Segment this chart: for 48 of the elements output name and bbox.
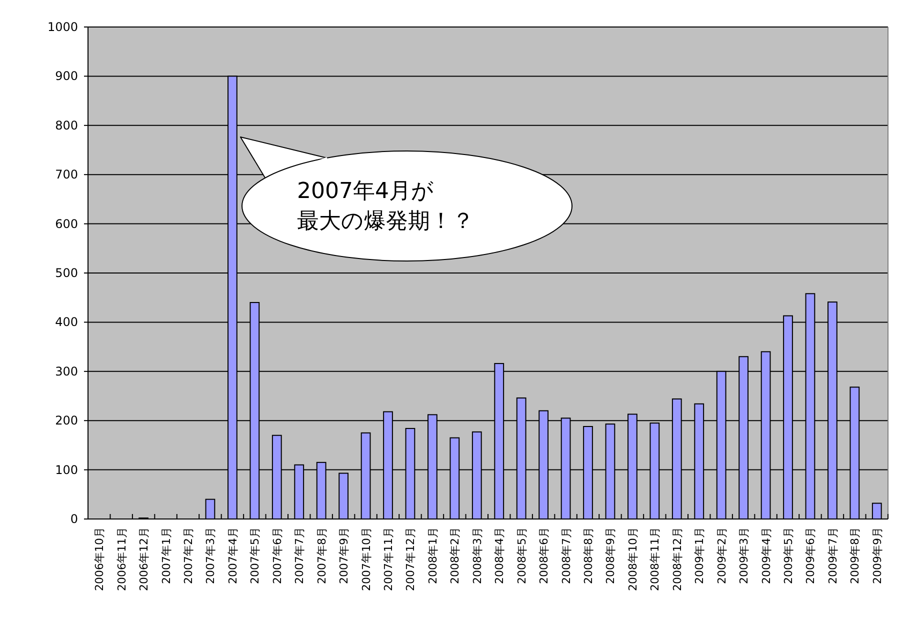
x-tick-label: 2009年8月	[848, 527, 862, 584]
x-tick-label: 2009年7月	[826, 527, 840, 584]
x-tick-label: 2009年1月	[693, 527, 706, 584]
y-tick-label: 200	[55, 414, 78, 428]
x-tick-label: 2009年5月	[782, 527, 795, 584]
y-tick-label: 900	[55, 69, 78, 84]
x-tick-label: 2007年1月	[160, 527, 173, 584]
annotation: 2007年4月が最大の爆発期！？	[297, 179, 474, 234]
x-tick-label: 2009年9月	[870, 527, 884, 584]
y-tick-label: 400	[55, 315, 78, 330]
x-tick-label: 2008年6月	[538, 527, 551, 584]
y-tick-label: 700	[55, 168, 78, 182]
y-tick-label: 600	[55, 216, 78, 231]
x-tick-label: 2008年9月	[604, 527, 618, 584]
y-tick-label: 0	[70, 512, 78, 526]
x-tick-label: 2008年8月	[582, 527, 595, 584]
x-tick-label: 2008年1月	[426, 527, 440, 584]
x-tick-label: 2007年10月	[360, 527, 373, 591]
x-tick-label: 2008年5月	[515, 527, 528, 584]
x-tick-label: 2009年2月	[715, 527, 728, 584]
y-tick-label: 500	[55, 266, 78, 280]
x-tick-label: 2006年12月	[138, 527, 151, 591]
x-tick-label: 2007年2月	[182, 527, 195, 584]
x-tick-label: 2009年3月	[738, 527, 751, 584]
x-tick-label: 2008年3月	[470, 527, 484, 584]
x-tick-label: 2007年3月	[204, 527, 218, 584]
x-tick-label: 2007年8月	[315, 527, 328, 584]
x-tick-label: 2006年10月	[93, 527, 106, 591]
x-tick-label: 2007年11月	[382, 527, 395, 591]
x-tick-label: 2007年9月	[338, 527, 351, 584]
x-tick-label: 2009年6月	[804, 527, 818, 584]
x-tick-label: 2007年7月	[293, 527, 306, 584]
x-tick-label: 2007年12月	[404, 527, 418, 591]
y-tick-label: 1000	[47, 20, 78, 34]
x-tick-label: 2007年6月	[270, 527, 284, 584]
x-tick-label: 2007年4月	[226, 527, 240, 584]
x-tick-label: 2009年4月	[760, 527, 773, 584]
x-tick-label: 2008年2月	[448, 527, 462, 584]
x-tick-label: 2008年7月	[560, 527, 573, 584]
x-tick-label: 2006年11月	[115, 527, 128, 591]
x-tick-label: 2008年4月	[493, 527, 506, 584]
y-tick-label: 100	[55, 462, 78, 477]
x-tick-label: 2008年10月	[626, 527, 640, 591]
x-tick-label: 2008年12月	[670, 527, 684, 591]
x-tick-label: 2008年11月	[648, 527, 662, 591]
x-tick-label: 2007年5月	[248, 527, 262, 584]
y-tick-label: 800	[55, 118, 78, 132]
y-tick-label: 300	[55, 364, 78, 378]
